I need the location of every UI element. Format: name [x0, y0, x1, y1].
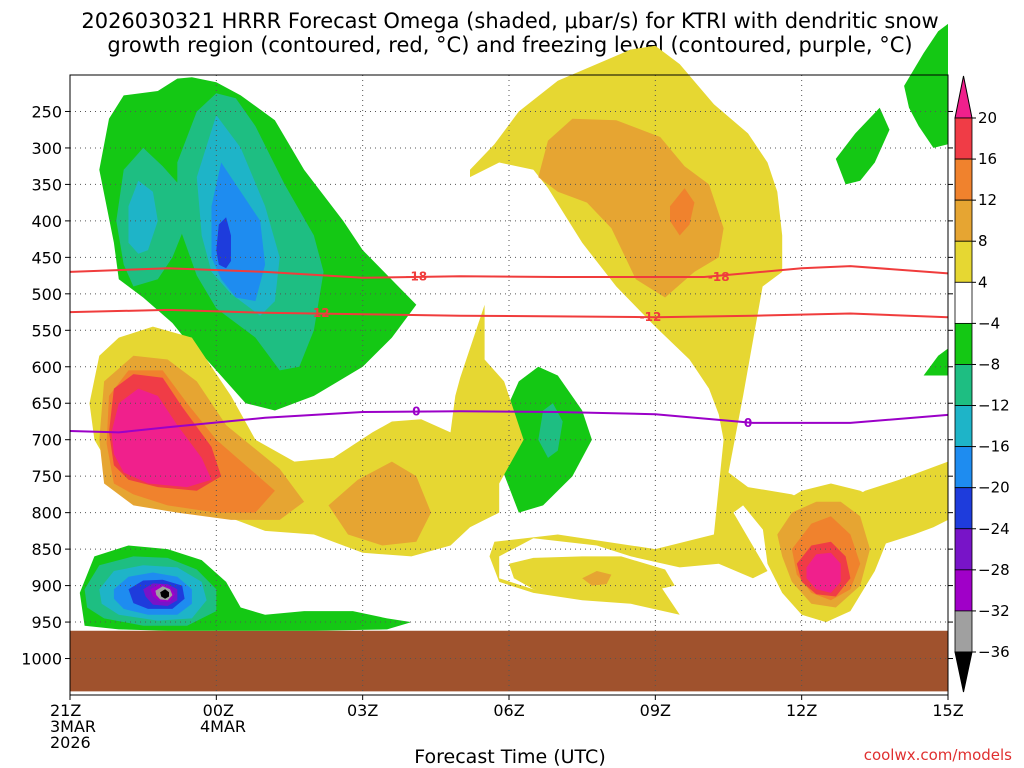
region-sinking-magenta-left	[111, 388, 212, 488]
y-tick-label-950: 950	[31, 613, 62, 632]
colorbar-label-−4: −4	[978, 314, 1000, 332]
omega-colorbar: 20 16 12 8 4 −4 −8 −12 −16 −20 −24 −28 −32 −36	[954, 75, 1010, 693]
region-upward-navy	[216, 217, 231, 269]
gridlines	[70, 75, 948, 695]
y-tick-label-250: 250	[31, 102, 62, 121]
contour-label-0: 0	[412, 404, 420, 418]
colorbar-label-16: 16	[978, 150, 997, 168]
y-tick-label-500: 500	[31, 285, 62, 304]
y-tick-label-600: 600	[31, 358, 62, 377]
y-tick-label-750: 750	[31, 467, 62, 486]
y-tick-label-800: 800	[31, 504, 62, 523]
colorbar-arrow-top	[954, 75, 973, 119]
y-tick-label-550: 550	[31, 321, 62, 340]
region-upward-black-bottom-left	[160, 589, 169, 599]
colorbar-swatch-11	[954, 528, 973, 571]
colorbar-swatch-6	[954, 322, 973, 365]
region-upward-teal-mid	[538, 403, 563, 458]
colorbar-label-−16: −16	[978, 438, 1010, 456]
x-tick-label-15Z: 15Z	[932, 701, 963, 720]
colorbar-label-−24: −24	[978, 520, 1010, 538]
x-axis-label: Forecast Time (UTC)	[414, 746, 605, 768]
colorbar-swatch-1	[954, 117, 973, 160]
colorbar-swatch-8	[954, 405, 973, 448]
y-tick-label-350: 350	[31, 175, 62, 194]
colorbar-label-20: 20	[978, 109, 997, 127]
x-tick-label-09Z: 09Z	[640, 701, 671, 720]
y-tick-label-900: 900	[31, 577, 62, 596]
y-tick-label-700: 700	[31, 431, 62, 450]
x-tick-label-03Z: 03Z	[347, 701, 378, 720]
plot-area: -18 -18 -12 -12 0 0	[69, 23, 949, 696]
region-upward-cyan-1	[128, 180, 158, 254]
x-tick-label-00Z: 00Z	[203, 701, 234, 720]
contour-label--12: -12	[308, 306, 330, 320]
colorbar-label-−20: −20	[978, 479, 1010, 497]
x-tick-label-4MAR: 4MAR	[200, 717, 246, 736]
x-tick-label-2026: 2026	[50, 733, 91, 752]
y-tick-label-1000: 1000	[21, 650, 62, 669]
region-sinking-orange-left-2	[328, 461, 431, 546]
shaded-omega-regions	[70, 23, 948, 692]
x-tick-label-12Z: 12Z	[786, 701, 817, 720]
colorbar-label-−36: −36	[978, 643, 1010, 661]
contour--12	[69, 308, 949, 319]
colorbar-swatch-13	[954, 610, 973, 653]
colorbar-arrow-bottom	[954, 651, 973, 693]
contour-label--18: -18	[405, 269, 427, 283]
x-tick-label-21Z: 21Z	[50, 701, 81, 720]
colorbar-swatch-5	[954, 281, 973, 324]
temperature-contours: -18 -18 -12 -12 0 0	[69, 265, 949, 434]
x-tick-label-3MAR: 3MAR	[50, 717, 96, 736]
y-tick-label-300: 300	[31, 139, 62, 158]
contour-label--12: -12	[640, 310, 662, 324]
contour-label-0: 0	[744, 416, 752, 430]
region-sinking-darkorange-right-top	[670, 188, 695, 236]
region-sinking-orange-right-top	[538, 118, 724, 298]
colorbar-label-−12: −12	[978, 397, 1010, 415]
colorbar-label-−28: −28	[978, 561, 1010, 579]
region-upward-green-right-top2	[835, 107, 890, 185]
colorbar-swatch-12	[954, 569, 973, 612]
colorbar-swatch-7	[954, 364, 973, 406]
region-sinking-magenta-right-bottom	[806, 552, 841, 593]
colorbar-swatch-2	[954, 158, 973, 201]
colorbar-label-−32: −32	[978, 602, 1010, 620]
y-tick-label-850: 850	[31, 540, 62, 559]
contour-label--18: -18	[708, 270, 730, 284]
region-sinking-orange-bottom-mid	[582, 571, 612, 586]
colorbar-label-4: 4	[978, 273, 988, 291]
y-tick-label-650: 650	[31, 394, 62, 413]
colorbar-label-12: 12	[978, 191, 997, 209]
y-axis-pressure: 250 300 350 400 450 500 550 600 650 700 750 800 850 9…	[21, 102, 953, 669]
region-upward-green-right-side	[923, 348, 948, 376]
colorbar-swatch-9	[954, 446, 973, 489]
contour-0	[69, 410, 949, 434]
y-tick-label-450: 450	[31, 248, 62, 267]
colorbar-label-8: 8	[978, 232, 988, 250]
region-ground	[70, 630, 948, 692]
contour--18	[69, 265, 949, 279]
region-upward-green-right-top	[904, 23, 948, 148]
colorbar-swatch-3	[954, 199, 973, 242]
y-tick-label-400: 400	[31, 212, 62, 231]
x-tick-label-06Z: 06Z	[493, 701, 524, 720]
credit-text: coolwx.com/models	[864, 746, 1012, 764]
colorbar-label-−8: −8	[978, 355, 1000, 373]
colorbar-swatch-10	[954, 487, 973, 530]
chart-title-line-2: growth region (contoured, red, °C) and f…	[107, 33, 912, 57]
chart-title-line-1: 2026030321 HRRR Forecast Omega (shaded, …	[81, 9, 938, 33]
colorbar-swatch-4	[954, 240, 973, 283]
